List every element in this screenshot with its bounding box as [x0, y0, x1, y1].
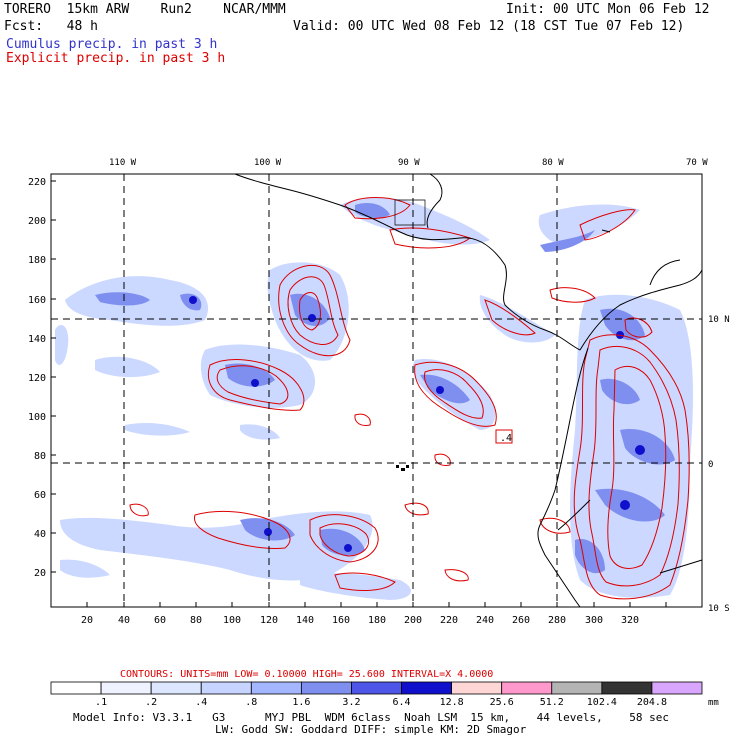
colorbar-label: 102.4 — [587, 697, 617, 708]
lon-labels: 110 W 100 W 90 W 80 W 70 W — [109, 158, 708, 168]
x-tick-label: 280 — [548, 615, 566, 626]
coastlines — [234, 173, 703, 608]
model-info: Model Info: V3.3.1 G3 MYJ PBL WDM 6class… — [73, 711, 670, 724]
colorbar-swatch — [150, 681, 202, 695]
x-tick-label: 200 — [404, 615, 422, 626]
y-tick-label: 60 — [34, 490, 46, 501]
x-tickmarks — [86, 602, 667, 607]
x-tick-label: 320 — [621, 615, 639, 626]
colorbar-swatch — [50, 681, 102, 695]
physics-info: LW: Godd SW: Goddard DIFF: simple KM: 2D… — [215, 723, 527, 736]
x-tick-label: 20 — [81, 615, 93, 626]
colorbar-swatch — [100, 681, 152, 695]
init-time: Init: 00 UTC Mon 06 Feb 12 — [506, 2, 710, 17]
lat-label: 0 — [708, 460, 713, 470]
y-tick-labels: 220 200 180 160 140 120 100 80 60 40 20 — [28, 177, 46, 579]
colorbar-label: 12.8 — [440, 697, 464, 708]
y-tick-label: 100 — [28, 412, 46, 423]
y-tick-label: 80 — [34, 451, 46, 462]
explicit-legend-label: Explicit precip. in past 3 h — [6, 51, 226, 66]
colorbar-label: 51.2 — [540, 697, 564, 708]
cumulus-legend-label: Cumulus precip. in past 3 h — [6, 37, 218, 52]
explicit-precip-contours — [129, 197, 690, 600]
colorbar-swatch — [200, 681, 252, 695]
colorbar-label: 204.8 — [637, 697, 667, 708]
x-tick-label: 120 — [260, 615, 278, 626]
colorbar-label: 6.4 — [393, 697, 411, 708]
x-tick-label: 260 — [512, 615, 530, 626]
x-tick-label: 40 — [118, 615, 130, 626]
forecast-hour: Fcst: 48 h — [4, 19, 98, 34]
cumulus-precip-shading — [55, 197, 693, 600]
lon-label: 90 W — [398, 158, 420, 168]
x-tick-label: 300 — [585, 615, 603, 626]
colorbar-swatch — [250, 681, 302, 695]
lat-label: 10 N — [708, 315, 730, 325]
colorbar-label: .1 — [95, 697, 107, 708]
y-tick-label: 220 — [28, 177, 46, 188]
colorbar-swatch — [351, 681, 402, 695]
model-title: TORERO 15km ARW Run2 NCAR/MMM — [4, 2, 286, 17]
colorbar-label: 3.2 — [342, 697, 360, 708]
x-tick-label: 80 — [190, 615, 202, 626]
lat-labels: 10 N 0 10 S — [708, 315, 730, 614]
colorbar-label: .2 — [145, 697, 157, 708]
colorbar-label: .8 — [245, 697, 257, 708]
x-tick-label: 220 — [440, 615, 458, 626]
colorbar-label: 25.6 — [490, 697, 514, 708]
colorbar-swatch — [451, 681, 503, 695]
x-tick-label: 240 — [476, 615, 494, 626]
x-tick-label: 60 — [154, 615, 166, 626]
lon-label: 80 W — [542, 158, 564, 168]
y-tick-label: 120 — [28, 373, 46, 384]
colorbar-swatch — [401, 681, 453, 695]
max-value-box — [495, 429, 513, 444]
islands — [396, 465, 409, 471]
x-tick-label: 100 — [223, 615, 241, 626]
colorbar-swatch — [501, 681, 553, 695]
y-tick-label: 180 — [28, 255, 46, 266]
colorbar-swatch — [300, 681, 352, 695]
max-value-label: .4 — [500, 433, 512, 444]
x-tick-label: 160 — [332, 615, 350, 626]
valid-time: Valid: 00 UTC Wed 08 Feb 12 (18 CST Tue … — [293, 19, 685, 34]
x-tick-labels: 20 40 60 80 100 120 140 160 180 200 220 … — [81, 615, 639, 626]
lon-label: 70 W — [686, 158, 708, 168]
colorbar-swatch — [651, 681, 703, 695]
colorbar-label: 1.6 — [292, 697, 310, 708]
colorbar-unit: mm — [708, 698, 719, 708]
lat-label: 10 S — [708, 604, 730, 614]
y-tick-label: 200 — [28, 216, 46, 227]
y-tickmarks — [51, 180, 56, 573]
y-tick-label: 140 — [28, 334, 46, 345]
colorbar-swatch — [551, 681, 603, 695]
colorbar: .1 .2 .4 .8 1.6 3.2 6.4 12.8 25.6 51.2 102.4 204.8 — [50, 681, 703, 708]
x-tick-label: 180 — [368, 615, 386, 626]
y-tick-label: 20 — [34, 568, 46, 579]
graticule — [51, 174, 702, 607]
lon-label: 100 W — [254, 158, 282, 168]
y-tick-label: 40 — [34, 529, 46, 540]
contour-info: CONTOURS: UNITS=mm LOW= 0.10000 HIGH= 25… — [120, 669, 493, 680]
colorbar-swatch — [601, 681, 653, 695]
y-tick-label: 160 — [28, 295, 46, 306]
x-tick-label: 140 — [296, 615, 314, 626]
lon-label: 110 W — [109, 158, 137, 168]
colorbar-label: .4 — [195, 697, 207, 708]
